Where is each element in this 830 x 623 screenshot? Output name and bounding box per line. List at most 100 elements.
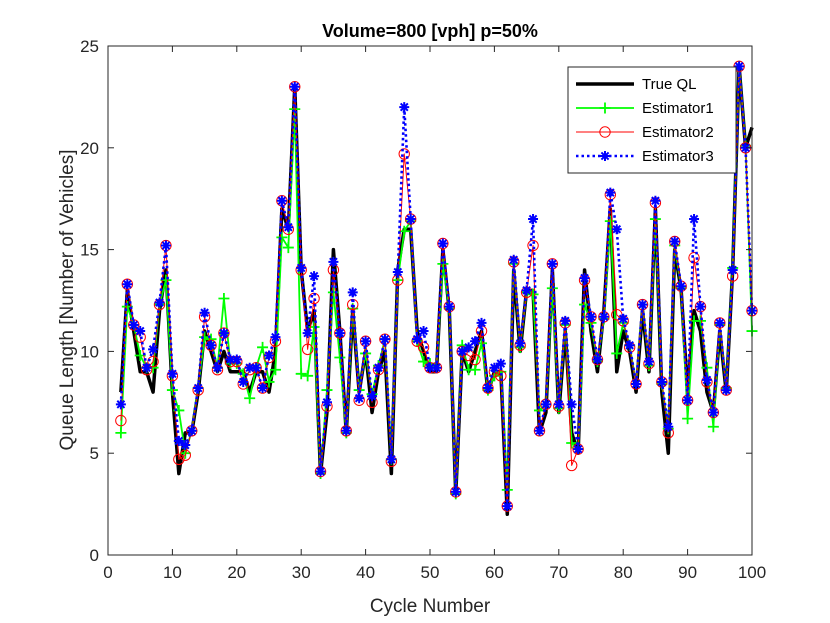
data-point bbox=[605, 187, 616, 198]
data-point bbox=[166, 384, 178, 396]
data-point bbox=[193, 383, 204, 394]
y-tick-label: 0 bbox=[90, 546, 99, 565]
data-point bbox=[238, 376, 249, 387]
data-point bbox=[663, 421, 674, 432]
legend-item: Estimator2 bbox=[576, 124, 714, 141]
data-point bbox=[695, 301, 706, 312]
data-point bbox=[244, 362, 255, 373]
data-point bbox=[115, 399, 126, 410]
data-point bbox=[263, 376, 275, 388]
data-point bbox=[682, 413, 694, 425]
legend-item: Estimator1 bbox=[576, 100, 714, 117]
data-point bbox=[289, 81, 300, 92]
x-tick-label: 80 bbox=[614, 563, 633, 582]
data-point bbox=[521, 285, 532, 296]
x-tick-label: 90 bbox=[678, 563, 697, 582]
data-point bbox=[707, 421, 719, 433]
y-axis-label: Queue Length [Number of Vehicles] bbox=[57, 149, 78, 450]
data-point bbox=[534, 425, 545, 436]
x-tick-label: 40 bbox=[356, 563, 375, 582]
data-point bbox=[334, 328, 345, 339]
data-point bbox=[694, 315, 706, 327]
x-tick-label: 50 bbox=[421, 563, 440, 582]
data-point bbox=[579, 273, 590, 284]
data-point bbox=[463, 342, 474, 353]
data-point bbox=[457, 346, 468, 357]
legend-marker bbox=[599, 102, 611, 114]
data-point bbox=[727, 264, 738, 275]
data-point bbox=[573, 444, 584, 455]
legend-label: Estimator2 bbox=[642, 124, 714, 141]
data-point bbox=[173, 435, 184, 446]
data-point bbox=[148, 344, 159, 355]
data-point bbox=[367, 391, 378, 402]
data-point bbox=[121, 278, 134, 290]
x-tick-label: 0 bbox=[103, 563, 112, 582]
data-point bbox=[379, 334, 390, 345]
data-point bbox=[405, 214, 416, 225]
data-point bbox=[682, 395, 693, 406]
data-point bbox=[425, 362, 435, 373]
data-point bbox=[482, 383, 493, 394]
x-tick-label: 10 bbox=[163, 563, 182, 582]
data-point bbox=[418, 356, 430, 368]
legend-marker bbox=[599, 126, 611, 138]
data-point bbox=[212, 362, 223, 373]
data-point bbox=[282, 242, 294, 254]
data-point bbox=[309, 271, 320, 282]
data-point bbox=[637, 299, 648, 310]
data-point bbox=[360, 336, 371, 347]
data-point bbox=[301, 343, 314, 356]
data-point bbox=[231, 354, 242, 365]
data-point bbox=[154, 297, 165, 308]
data-point bbox=[656, 376, 667, 387]
data-point bbox=[476, 317, 487, 328]
x-tick-label: 70 bbox=[549, 563, 568, 582]
data-point bbox=[515, 338, 526, 349]
data-point bbox=[733, 60, 745, 73]
data-point bbox=[315, 466, 326, 477]
data-point bbox=[714, 317, 726, 329]
data-point bbox=[225, 354, 236, 365]
data-point bbox=[469, 353, 481, 366]
x-tick-label: 60 bbox=[485, 563, 504, 582]
data-point bbox=[341, 425, 352, 436]
data-point bbox=[399, 102, 410, 113]
data-point bbox=[508, 254, 519, 265]
data-point bbox=[611, 347, 623, 359]
data-point bbox=[244, 392, 256, 404]
data-point bbox=[688, 252, 700, 264]
data-point bbox=[360, 347, 372, 359]
data-point bbox=[392, 266, 403, 277]
data-point bbox=[122, 279, 133, 290]
data-point bbox=[160, 240, 171, 251]
data-point bbox=[676, 281, 687, 292]
data-point bbox=[566, 399, 577, 410]
data-point bbox=[528, 214, 539, 225]
data-point bbox=[495, 358, 506, 369]
data-point bbox=[167, 368, 178, 379]
data-point bbox=[470, 336, 481, 347]
series-estimator3 bbox=[115, 61, 757, 512]
data-point bbox=[135, 326, 146, 337]
data-point bbox=[418, 326, 429, 337]
data-point bbox=[708, 407, 719, 418]
data-point bbox=[618, 313, 629, 324]
data-point bbox=[412, 334, 423, 345]
data-point bbox=[547, 258, 558, 269]
data-point bbox=[257, 383, 268, 394]
data-point bbox=[714, 317, 725, 328]
data-point bbox=[289, 81, 301, 93]
data-point bbox=[566, 437, 578, 449]
data-point bbox=[373, 362, 384, 373]
data-point bbox=[565, 459, 578, 472]
y-tick-label: 15 bbox=[80, 241, 99, 260]
data-point bbox=[180, 440, 191, 451]
x-tick-label: 30 bbox=[292, 563, 311, 582]
data-point bbox=[173, 453, 185, 466]
data-point bbox=[450, 486, 461, 497]
data-point bbox=[205, 339, 217, 351]
data-point bbox=[502, 501, 513, 512]
data-point bbox=[270, 332, 281, 343]
